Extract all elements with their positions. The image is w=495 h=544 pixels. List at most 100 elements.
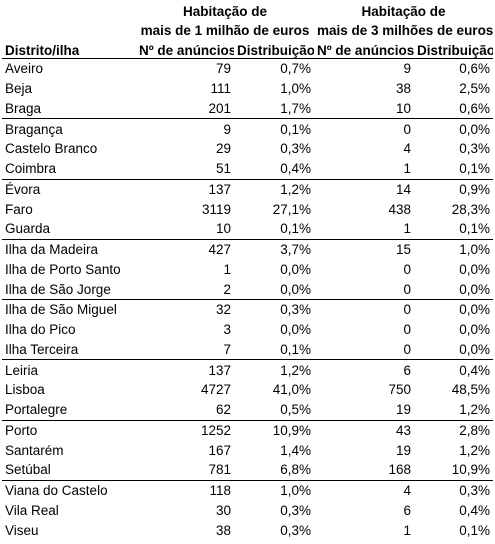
count-1m-cell: 3119 (201, 201, 231, 217)
table-row: Bragança 9 0,1% 0 0,0% (2, 119, 493, 139)
share-3m-cell: 0,0% (459, 121, 490, 137)
count-3m-cell: 0 (403, 302, 411, 318)
district-name-cell: Coimbra (2, 158, 136, 180)
table-row: Ilha do Pico 3 0,0% 0 0,0% (2, 320, 493, 340)
district-name-cell: Castelo Branco (5, 141, 98, 157)
table-row: Leiria 137 1,2% 6 0,4% (2, 360, 493, 380)
count-3m-cell: 1 (314, 219, 414, 240)
share-1m-cell: 0,3% (280, 141, 311, 157)
share-3m-cell: 0,6% (414, 98, 493, 120)
share-3m-cell: 0,4% (459, 362, 490, 378)
count-1m-cell: 29 (215, 141, 231, 157)
count-1m-cell: 7 (136, 339, 234, 361)
share-1m-cell: 0,1% (280, 121, 311, 137)
table-row: Ilha de São Miguel 32 0,3% 0 0,0% (2, 300, 493, 320)
share-1m-cell: 3,7% (280, 242, 311, 258)
table-row: Viseu 38 0,3% 1 0,1% (2, 520, 493, 540)
share-3m-cell: 0,6% (459, 61, 490, 77)
share-3m-cell: 0,3% (459, 483, 490, 499)
district-name-cell: Aveiro (5, 61, 44, 77)
column-header-share-1m: Distribuição (234, 38, 314, 59)
count-1m-cell: 2 (136, 279, 234, 301)
share-1m-cell: 0,4% (234, 158, 314, 180)
table-row: Guarda 10 0,1% 1 0,1% (2, 219, 493, 240)
count-1m-cell: 167 (208, 442, 231, 458)
table-row: Castelo Branco 29 0,3% 4 0,3% (2, 139, 493, 159)
count-1m-cell: 137 (208, 181, 231, 197)
table-row: Vila Real 30 0,3% 6 0,4% (2, 501, 493, 521)
count-1m-cell: 51 (136, 158, 234, 180)
table-row: Viana do Castelo 118 1,0% 4 0,3% (2, 480, 493, 500)
count-1m-cell: 137 (208, 362, 231, 378)
district-name-cell: Setúbal (2, 460, 136, 481)
share-3m-cell: 2,5% (459, 81, 490, 97)
table-row: Évora 137 1,2% 14 0,9% (2, 179, 493, 199)
share-3m-cell: 0,0% (414, 339, 493, 361)
count-3m-cell: 0 (403, 121, 411, 137)
district-name-cell: Viseu (5, 522, 39, 538)
count-3m-cell: 14 (395, 181, 411, 197)
table-row: Faro 3119 27,1% 438 28,3% (2, 199, 493, 219)
share-1m-cell: 0,3% (280, 502, 311, 518)
share-1m-cell: 1,4% (280, 442, 311, 458)
share-3m-cell: 0,9% (459, 181, 490, 197)
count-3m-cell: 0 (403, 261, 411, 277)
column-header-district: Distrito/ilha (2, 38, 136, 59)
group2-title-line2: mais de 3 milhões de euros (317, 23, 493, 38)
count-1m-cell: 79 (215, 61, 231, 77)
share-3m-cell: 0,0% (459, 322, 490, 338)
district-name-cell: Leiria (5, 362, 39, 378)
table-row: Ilha de São Jorge 2 0,0% 0 0,0% (2, 279, 493, 301)
share-1m-cell: 1,0% (280, 81, 311, 97)
share-1m-cell: 1,0% (280, 483, 311, 499)
header-blank (2, 0, 136, 19)
share-1m-cell: 1,7% (234, 98, 314, 120)
column-header-count-3m: Nº de anúncios (314, 38, 414, 59)
share-3m-cell: 0,1% (459, 522, 490, 538)
share-3m-cell: 10,9% (414, 460, 493, 481)
count-3m-cell: 19 (395, 442, 411, 458)
share-1m-cell: 0,0% (280, 261, 311, 277)
share-1m-cell: 0,5% (234, 399, 314, 421)
share-3m-cell: 28,3% (451, 201, 490, 217)
count-1m-cell: 111 (210, 81, 231, 97)
column-header-count-1m: Nº de anúncios (136, 38, 234, 59)
count-1m-cell: 9 (223, 121, 231, 137)
column-header-share-3m: Distribuição (414, 38, 493, 59)
share-3m-cell: 0,0% (459, 261, 490, 277)
count-1m-cell: 1252 (200, 422, 231, 438)
count-3m-cell: 4 (403, 483, 411, 499)
share-3m-cell: 1,2% (459, 442, 490, 458)
share-1m-cell: 6,8% (234, 460, 314, 481)
share-1m-cell: 1,2% (280, 181, 311, 197)
count-1m-cell: 427 (208, 242, 231, 258)
table-row: Ilha Terceira 7 0,1% 0 0,0% (2, 339, 493, 361)
district-name-cell: Ilha da Madeira (5, 242, 99, 258)
share-3m-cell: 0,0% (414, 279, 493, 301)
count-3m-cell: 9 (403, 61, 411, 77)
district-name-cell: Bragança (5, 121, 63, 137)
share-1m-cell: 0,1% (234, 339, 314, 361)
share-3m-cell: 0,1% (414, 158, 493, 180)
count-3m-cell: 19 (314, 399, 414, 421)
district-name-cell: Ilha de São Jorge (2, 279, 136, 301)
count-1m-cell: 118 (209, 483, 231, 499)
count-3m-cell: 6 (403, 502, 411, 518)
count-3m-cell: 0 (314, 339, 414, 361)
share-3m-cell: 0,1% (414, 219, 493, 240)
district-name-cell: Guarda (2, 219, 136, 240)
district-name-cell: Braga (2, 98, 136, 120)
count-3m-cell: 10 (314, 98, 414, 120)
group2-title-line1: Habitação de (361, 4, 446, 19)
count-3m-cell: 0 (403, 322, 411, 338)
count-1m-cell: 4727 (200, 382, 231, 398)
district-name-cell: Porto (5, 422, 38, 438)
count-3m-cell: 38 (395, 81, 411, 97)
count-3m-cell: 43 (395, 422, 411, 438)
count-1m-cell: 30 (215, 502, 231, 518)
count-1m-cell: 62 (136, 399, 234, 421)
share-1m-cell: 41,0% (272, 382, 311, 398)
share-1m-cell: 0,0% (234, 279, 314, 301)
table-header: Habitação de Habitação de mais de 1 milh… (2, 0, 493, 59)
table-row: Coimbra 51 0,4% 1 0,1% (2, 158, 493, 180)
